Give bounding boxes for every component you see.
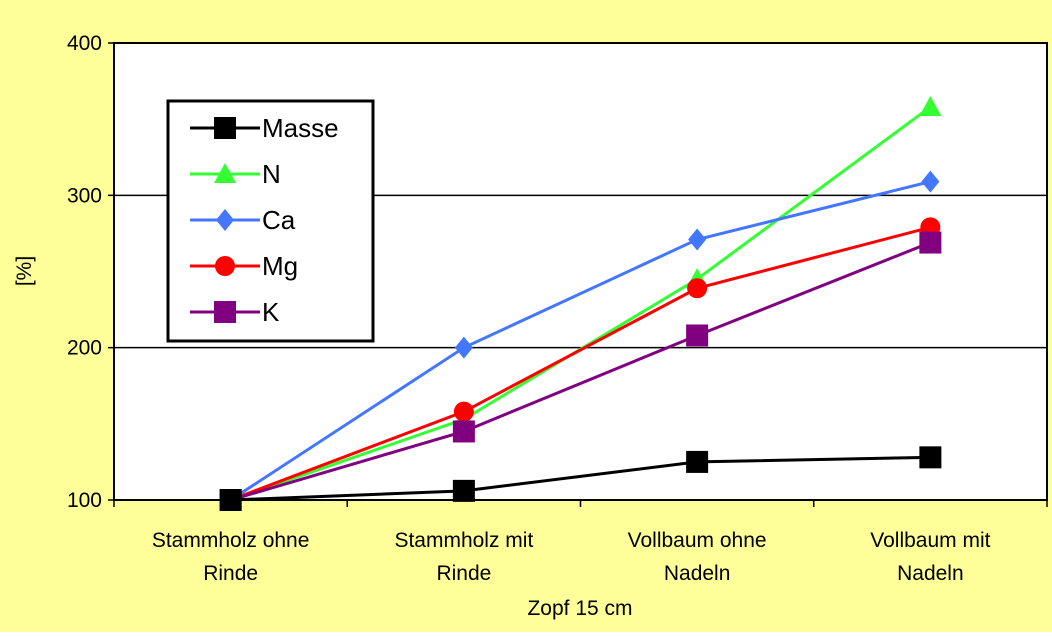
y-tick-label: 400 <box>67 32 102 55</box>
x-axis-label: Zopf 15 cm <box>527 597 632 620</box>
legend-label-ca: Ca <box>262 205 296 235</box>
y-tick-label: 100 <box>67 489 102 512</box>
x-tick-label: Nadeln <box>664 562 731 585</box>
legend-marker-masse <box>214 117 236 139</box>
legend-marker-k <box>214 301 236 323</box>
series-line-k <box>230 241 931 502</box>
data-point-k <box>452 420 475 443</box>
data-point-n <box>919 95 942 116</box>
data-point-ca <box>921 170 940 193</box>
data-point-masse <box>219 489 242 511</box>
series-line-masse <box>230 455 931 502</box>
series-group <box>219 95 942 511</box>
y-tick-label: 200 <box>67 337 102 360</box>
data-point-mg <box>453 401 474 422</box>
data-point-mg <box>687 278 708 299</box>
legend-label-n: N <box>262 159 281 189</box>
x-tick-label: Stammholz ohne <box>152 529 310 552</box>
data-point-masse <box>919 446 942 469</box>
data-point-ca <box>454 336 473 359</box>
legend-label-k: K <box>262 297 280 327</box>
legend: Masse N Ca Mg K <box>166 99 375 343</box>
y-tick-label: 300 <box>67 184 102 207</box>
legend-marker-mg <box>215 256 235 276</box>
y-axis-label: [%] <box>13 256 36 286</box>
data-point-masse <box>686 450 709 473</box>
x-tick-label: Rinde <box>203 562 258 585</box>
legend-label-masse: Masse <box>262 113 339 143</box>
x-tick-label: Vollbaum mit <box>870 529 990 552</box>
x-tick-label: Nadeln <box>897 562 964 585</box>
series-line-ca <box>229 180 931 502</box>
data-point-masse <box>452 479 475 502</box>
x-tick-label: Stammholz mit <box>394 529 533 552</box>
x-axis-ticks: Stammholz ohne Rinde Stammholz mit Rinde Vol… <box>113 500 1048 585</box>
data-point-k <box>919 231 942 254</box>
legend-label-mg: Mg <box>262 251 298 281</box>
series-line-mg <box>230 225 931 502</box>
x-tick-label: Vollbaum ohne <box>628 529 767 552</box>
legend-marker-ca <box>216 209 234 231</box>
x-tick-label: Rinde <box>436 562 491 585</box>
data-point-ca <box>688 228 707 251</box>
y-axis-ticks: 100 200 300 400 <box>67 32 114 512</box>
legend-marker-n <box>214 163 236 183</box>
data-point-k <box>686 324 709 347</box>
